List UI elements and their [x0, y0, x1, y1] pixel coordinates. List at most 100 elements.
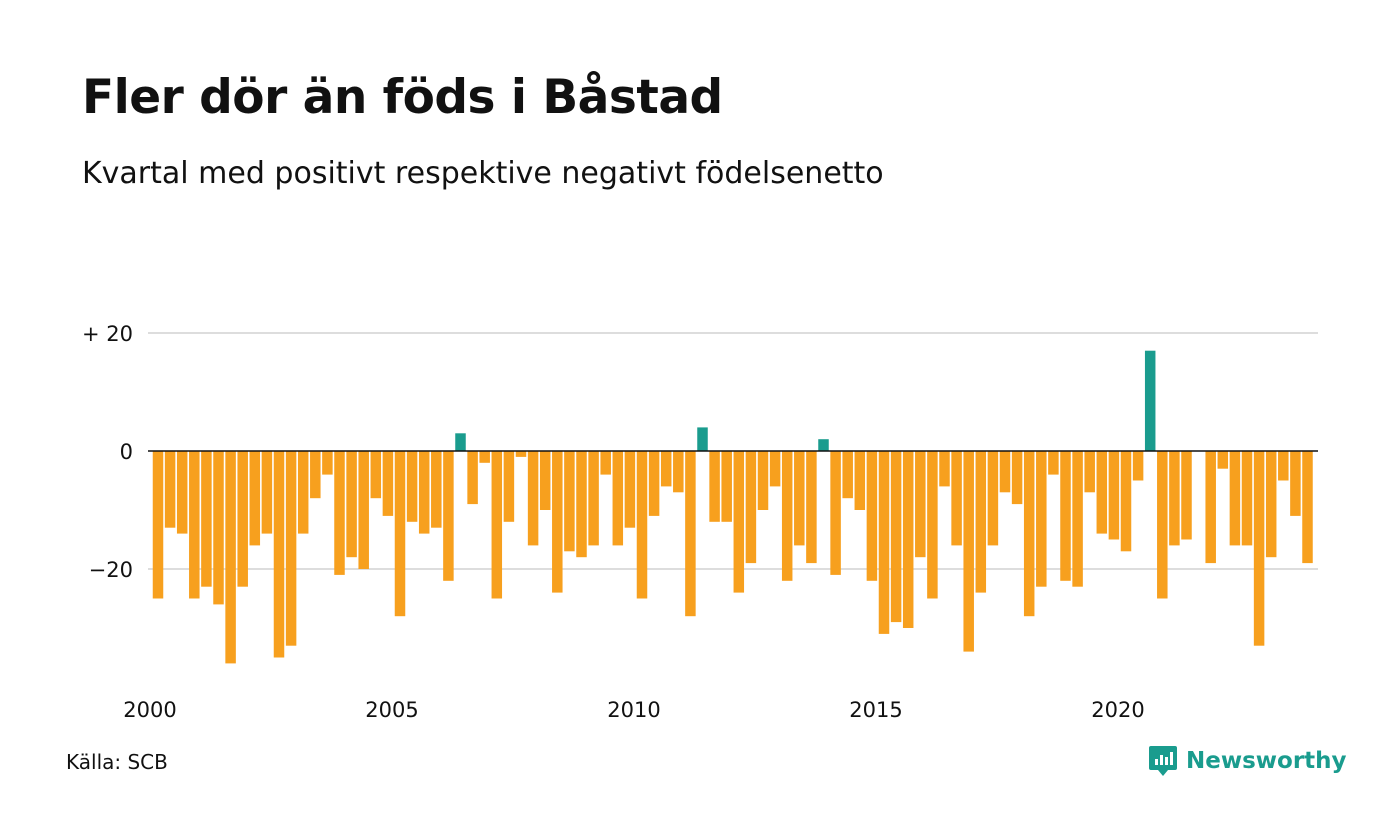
x-tick-label: 2005 [365, 698, 418, 722]
bar-negative [1096, 451, 1108, 534]
bar-negative [189, 451, 200, 599]
bar-negative [866, 451, 878, 581]
bar-negative [539, 451, 551, 510]
newsworthy-logo-icon [1149, 746, 1177, 776]
bar-negative [479, 451, 490, 463]
bar-negative [600, 451, 611, 475]
bar-negative [152, 451, 164, 599]
bar-negative [418, 451, 430, 534]
y-tick-label: −20 [89, 558, 133, 582]
bar-negative [564, 451, 575, 552]
bar-negative [648, 451, 660, 516]
bar-negative [1072, 451, 1083, 587]
bar-negative [927, 451, 938, 599]
bar-negative [503, 451, 515, 522]
bar-positive [455, 433, 466, 451]
bar-negative [213, 451, 224, 605]
bar-negative [769, 451, 781, 487]
bar-negative [394, 451, 406, 617]
bar-negative [382, 451, 394, 516]
bar-negative [1217, 451, 1229, 469]
bar-negative [346, 451, 357, 558]
bar-negative [1302, 451, 1313, 564]
bar-negative [443, 451, 454, 581]
chart-title: Fler dör än föds i Båstad [82, 70, 723, 125]
bar-negative [902, 451, 914, 628]
bar-negative [842, 451, 853, 499]
bar-negative [1023, 451, 1035, 617]
axes: + 20 0 −20 2000 2005 2010 2015 2020 [82, 322, 1318, 722]
bar-negative [781, 451, 793, 581]
bar-negative [273, 451, 285, 658]
source-label: Källa: SCB [66, 750, 168, 774]
bar-negative [1169, 451, 1180, 546]
bar-negative [431, 451, 442, 528]
bar-positive [818, 439, 829, 451]
y-tick-label: 0 [120, 440, 133, 464]
bar-negative [636, 451, 648, 599]
bar-negative [1265, 451, 1277, 558]
x-tick-label: 2015 [849, 698, 902, 722]
newsworthy-logo: Newsworthy [1148, 744, 1347, 778]
bar-negative [1157, 451, 1168, 599]
bars [152, 350, 1313, 664]
bar-negative [527, 451, 539, 546]
bar-negative [1290, 451, 1301, 516]
bar-negative [624, 451, 636, 528]
bar-negative [1084, 451, 1095, 493]
bar-negative [685, 451, 696, 617]
bar-negative [552, 451, 563, 593]
bar-negative [176, 451, 188, 534]
bar-negative [830, 451, 841, 575]
bar-negative [406, 451, 418, 522]
bar-negative [745, 451, 757, 564]
bar-negative [975, 451, 987, 593]
bar-negative [588, 451, 599, 546]
bar-negative [878, 451, 890, 634]
bar-negative [1229, 451, 1241, 546]
bar-negative [515, 451, 527, 457]
bar-negative [297, 451, 309, 534]
bar-negative [612, 451, 624, 546]
bar-negative [491, 451, 503, 599]
bar-negative [237, 451, 248, 587]
bar-negative [709, 451, 720, 522]
bar-negative [757, 451, 769, 510]
bar-negative [285, 451, 297, 646]
newsworthy-logo-text: Newsworthy [1186, 748, 1347, 774]
bar-negative [201, 451, 212, 587]
bar-negative [576, 451, 587, 558]
bar-negative [1205, 451, 1216, 564]
bar-negative [660, 451, 672, 487]
bar-negative [1011, 451, 1023, 505]
bar-negative [467, 451, 478, 505]
bar-negative [1048, 451, 1059, 475]
bar-negative [854, 451, 866, 510]
bar-negative [890, 451, 902, 623]
bar-negative [1120, 451, 1132, 552]
bar-negative [987, 451, 999, 546]
bar-negative [939, 451, 950, 487]
bar-negative [806, 451, 817, 564]
bar-negative [794, 451, 805, 546]
bar-negative [1036, 451, 1047, 587]
x-tick-label: 2010 [607, 698, 660, 722]
bar-negative [721, 451, 732, 522]
bar-positive [1144, 350, 1156, 451]
bar-negative [261, 451, 273, 534]
y-tick-label: + 20 [82, 322, 133, 346]
x-tick-label: 2020 [1091, 698, 1144, 722]
bar-negative [951, 451, 962, 546]
bar-negative [1253, 451, 1265, 646]
bar-negative [249, 451, 261, 546]
bar-negative [334, 451, 345, 575]
bar-negative [1241, 451, 1253, 546]
bar-negative [733, 451, 745, 593]
bar-negative [1278, 451, 1289, 481]
x-tick-label: 2000 [123, 698, 176, 722]
bar-negative [1181, 451, 1192, 540]
chart-subtitle: Kvartal med positivt respektive negativt… [82, 156, 884, 191]
bar-negative [370, 451, 382, 499]
bar-negative [1108, 451, 1120, 540]
